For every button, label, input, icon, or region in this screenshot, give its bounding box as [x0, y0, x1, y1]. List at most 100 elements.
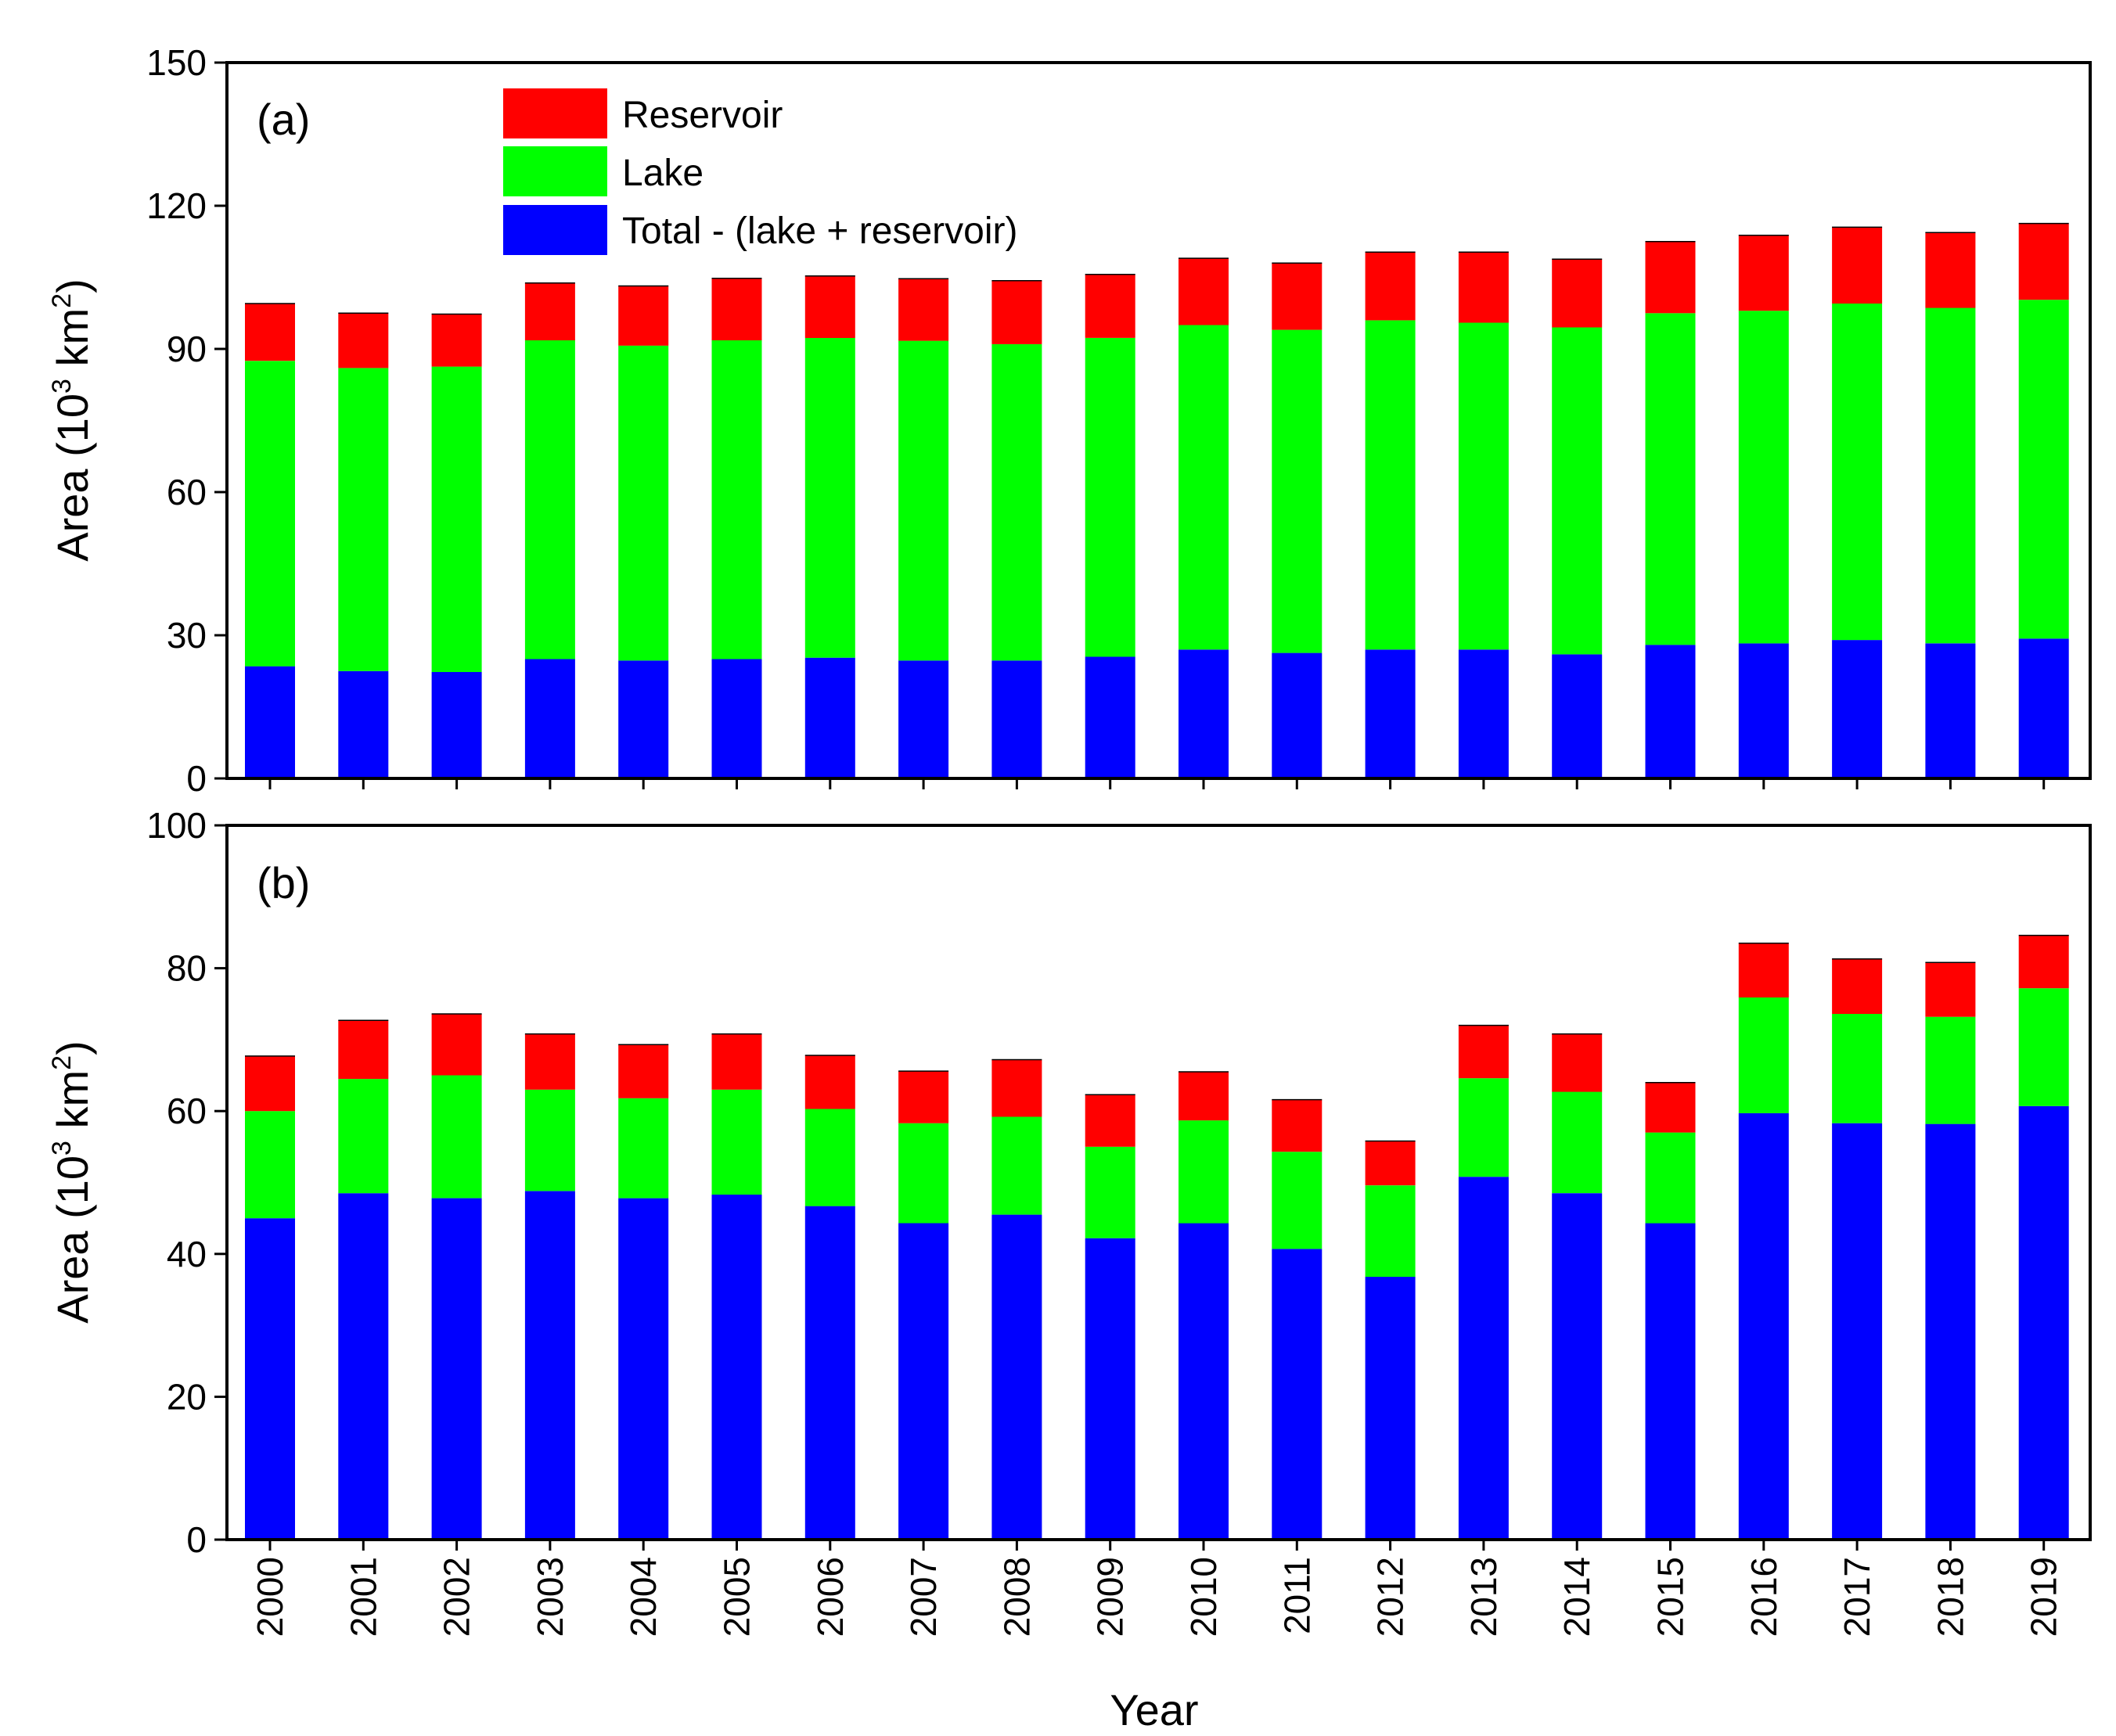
bar-reservoir-2001: [338, 313, 389, 368]
bar-remainder-2005: [711, 1195, 762, 1540]
bar-lake-2004: [618, 345, 669, 661]
bar-lake-2011: [1272, 1152, 1322, 1249]
bar-lake-2007: [898, 340, 949, 661]
bar-lake-2002: [431, 1075, 482, 1199]
x-tick-label: 2003: [530, 1557, 570, 1637]
x-axis-title: Year: [1110, 1685, 1198, 1734]
bar-remainder-2007: [898, 660, 949, 778]
bar-lake-2016: [1738, 311, 1789, 644]
bar-reservoir-2007: [898, 1071, 949, 1123]
bar-lake-2007: [898, 1123, 949, 1224]
bar-lake-2015: [1645, 313, 1696, 645]
bar-lake-2008: [991, 1116, 1042, 1215]
bar-lake-2015: [1645, 1132, 1696, 1224]
bar-remainder-2008: [991, 660, 1042, 778]
legend-swatch-lake: [503, 146, 607, 196]
x-tick-label: 2019: [2024, 1557, 2064, 1637]
bar-remainder-2014: [1552, 1193, 1603, 1540]
panel-b-y-axis-title: Area (103 km2): [47, 1041, 97, 1324]
bar-remainder-2014: [1552, 654, 1603, 778]
bar-remainder-2013: [1458, 649, 1509, 778]
bar-lake-2009: [1085, 338, 1135, 657]
x-tick-label: 2008: [996, 1557, 1037, 1637]
bar-remainder-2003: [524, 1191, 575, 1540]
bar-reservoir-2002: [431, 314, 482, 367]
panel-b-y-tick-label: 20: [167, 1376, 207, 1417]
bar-lake-2013: [1458, 1078, 1509, 1177]
x-tick-label: 2012: [1370, 1557, 1411, 1637]
bar-lake-2006: [804, 1109, 855, 1206]
panel-b-y-tick-label: 60: [167, 1091, 207, 1131]
x-tick-label: 2016: [1744, 1557, 1784, 1637]
bar-reservoir-2009: [1085, 274, 1135, 338]
bar-lake-2002: [431, 366, 482, 672]
bar-lake-2017: [1832, 1014, 1883, 1123]
bar-remainder-2004: [618, 1198, 669, 1540]
panel-a-label: (a): [257, 95, 310, 144]
bar-reservoir-2000: [245, 1055, 295, 1112]
bar-reservoir-2006: [804, 275, 855, 338]
x-tick-label: 2001: [343, 1557, 383, 1637]
panel-a-y-tick-label: 30: [167, 615, 207, 656]
bar-lake-2012: [1365, 1185, 1416, 1278]
bar-reservoir-2013: [1458, 252, 1509, 323]
x-tick-label: 2002: [437, 1557, 477, 1637]
bar-lake-2000: [245, 361, 295, 667]
bar-lake-2018: [1925, 1016, 1976, 1124]
bar-remainder-2012: [1365, 1277, 1416, 1540]
x-tick-label: 2017: [1837, 1557, 1877, 1637]
bar-reservoir-2015: [1645, 1082, 1696, 1133]
bar-reservoir-2005: [711, 1033, 762, 1090]
bar-lake-2004: [618, 1098, 669, 1199]
bar-lake-2011: [1272, 329, 1322, 653]
bar-remainder-2011: [1272, 652, 1322, 778]
bar-lake-2019: [2018, 988, 2069, 1106]
panel-a-frame: [225, 61, 2092, 780]
bar-remainder-2007: [898, 1223, 949, 1540]
bar-reservoir-2017: [1832, 227, 1883, 304]
bar-remainder-2019: [2018, 638, 2069, 778]
panel-a-y-tick-label: 60: [167, 472, 207, 512]
bar-remainder-2009: [1085, 656, 1135, 778]
bar-lake-2016: [1738, 997, 1789, 1113]
bar-reservoir-2012: [1365, 252, 1416, 321]
bar-remainder-2002: [431, 1198, 482, 1540]
panel-b: 0 20 40 60 80 100 (b) Area (103 km2): [47, 805, 2092, 1560]
bar-lake-2014: [1552, 1091, 1603, 1194]
bar-remainder-2006: [804, 657, 855, 778]
bar-reservoir-2003: [524, 282, 575, 340]
bar-reservoir-2010: [1179, 1072, 1229, 1121]
panel-a: 0 30 60 90 120 150 (a) Reservoir Lake Total -…: [47, 42, 2092, 799]
bar-remainder-2008: [991, 1214, 1042, 1540]
bar-lake-2009: [1085, 1146, 1135, 1238]
panel-a-y-tick-label: 0: [186, 758, 207, 799]
bar-reservoir-2019: [2018, 223, 2069, 300]
bar-reservoir-2006: [804, 1055, 855, 1109]
bar-reservoir-2007: [898, 279, 949, 341]
panel-b-y-tick-label: 0: [186, 1519, 207, 1560]
x-tick-label: 2013: [1463, 1557, 1504, 1637]
x-tick-label: 2007: [903, 1557, 944, 1637]
bar-reservoir-2018: [1925, 962, 1976, 1017]
bar-remainder-2009: [1085, 1238, 1135, 1540]
bar-reservoir-2004: [618, 286, 669, 346]
bar-reservoir-2010: [1179, 258, 1229, 325]
bar-reservoir-2013: [1458, 1025, 1509, 1079]
panel-b-y-tick-label: 40: [167, 1234, 207, 1274]
bar-lake-2000: [245, 1111, 295, 1219]
bar-remainder-2011: [1272, 1249, 1322, 1540]
bar-reservoir-2016: [1738, 235, 1789, 311]
bar-reservoir-2001: [338, 1020, 389, 1080]
bar-remainder-2017: [1832, 1123, 1883, 1540]
bar-lake-2003: [524, 1089, 575, 1191]
panel-b-bars: [245, 934, 2069, 1540]
bar-reservoir-2014: [1552, 1033, 1603, 1092]
bar-remainder-2010: [1179, 1223, 1229, 1540]
bar-remainder-2016: [1738, 643, 1789, 778]
bar-reservoir-2003: [524, 1033, 575, 1090]
bar-remainder-2013: [1458, 1177, 1509, 1540]
panel-a-y-tick-label: 150: [146, 42, 207, 83]
x-tick-label: 2005: [717, 1557, 758, 1637]
x-tick-label: 2011: [1276, 1557, 1317, 1634]
